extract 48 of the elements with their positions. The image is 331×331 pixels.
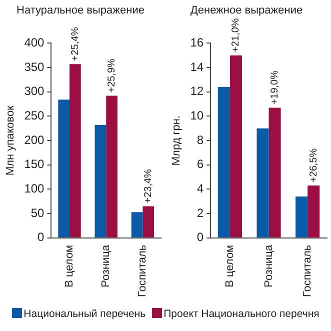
- chart-title: Денежное выражение: [190, 4, 303, 17]
- bar: [70, 64, 81, 238]
- bar: [230, 55, 242, 238]
- chart-title: Натуральное выражение: [16, 4, 144, 17]
- annotation: +25,9%: [106, 58, 118, 93]
- y-tick-label: 200: [24, 132, 45, 147]
- y-tick-label: 400: [24, 36, 45, 50]
- bar: [106, 96, 118, 238]
- legend-label: Проект Национального перечня: [162, 308, 320, 320]
- bar: [256, 128, 269, 238]
- x-tick-label: Розница: [262, 244, 275, 288]
- bar: [131, 212, 143, 238]
- bar: [58, 100, 70, 238]
- x-tick-label: Розница: [100, 244, 112, 288]
- y-tick-label: 8: [196, 132, 204, 147]
- annotation: +19,0%: [270, 70, 281, 105]
- y-axis-title: Млн упаковок: [4, 105, 17, 176]
- bar: [268, 108, 281, 238]
- bar: [308, 186, 320, 238]
- bar: [94, 124, 106, 238]
- y-tick-label: 350: [24, 60, 45, 74]
- annotation: +21,0%: [230, 18, 242, 52]
- y-tick-label: 16: [190, 36, 204, 50]
- y-tick-label: 0: [196, 230, 204, 244]
- x-tick-label: Госпиталь: [136, 244, 149, 298]
- legend-label: Национальный перечень: [22, 308, 146, 320]
- x-tick-label: Госпиталь: [302, 244, 314, 298]
- x-tick-label: В целом: [224, 244, 236, 288]
- y-tick-label: 2: [196, 206, 204, 220]
- y-tick-label: 10: [190, 108, 204, 123]
- annotation: +26,5%: [308, 148, 320, 183]
- y-tick-label: 4: [196, 182, 204, 196]
- y-tick-label: 250: [24, 108, 45, 123]
- y-tick-label: 100: [24, 182, 45, 196]
- y-tick-label: 300: [24, 84, 45, 98]
- annotation: +23,4%: [143, 168, 154, 204]
- y-axis-title: Млрд грн.: [170, 115, 183, 166]
- bar: [142, 206, 154, 238]
- x-tick-label: В целом: [64, 244, 76, 288]
- y-tick-label: 6: [196, 157, 204, 172]
- y-tick-label: 50: [30, 206, 45, 220]
- y-tick-label: 0: [38, 230, 45, 244]
- annotation: +25,4%: [70, 26, 81, 62]
- y-tick-label: 14: [190, 60, 204, 74]
- y-tick-label: 12: [190, 84, 204, 98]
- bar: [218, 87, 230, 238]
- y-tick-label: 150: [24, 157, 45, 172]
- bar: [296, 196, 308, 238]
